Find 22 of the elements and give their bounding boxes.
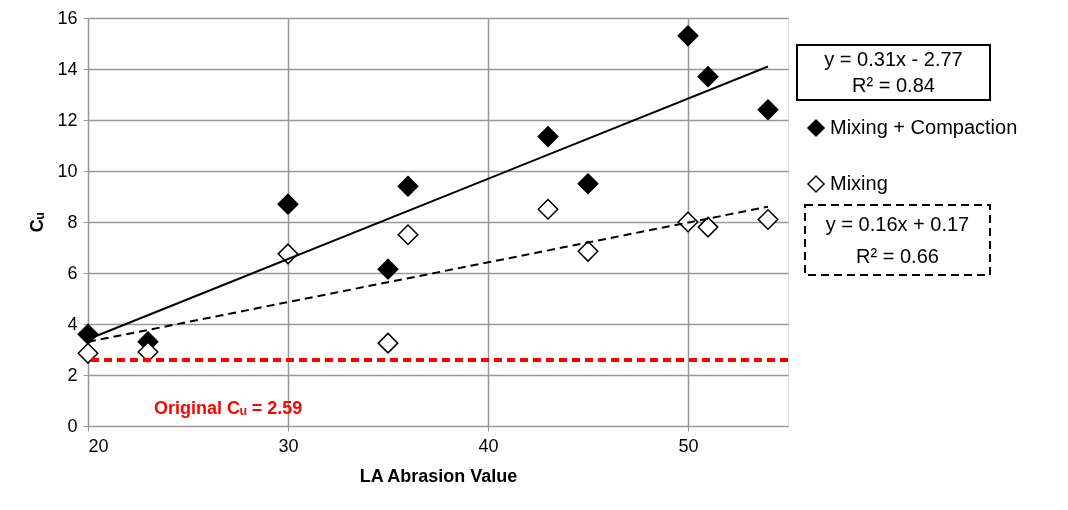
x-tick-label: 50 (678, 435, 699, 456)
text: y = 0.16x + 0.17 (825, 212, 970, 235)
x-tick-label: 20 (88, 435, 109, 456)
y-axis-title: Cᵤ (27, 212, 48, 233)
legend-label: Mixing + Compaction (830, 116, 1018, 138)
y-tick-label: 0 (67, 415, 78, 436)
y-tick-label: 2 (67, 364, 78, 385)
ref-line-label: Original Cᵤ = 2.59 (154, 397, 303, 418)
x-axis-title: LA Abrasion Value (359, 465, 518, 486)
text: R² = 0.84 (852, 73, 935, 96)
y-tick-label: 10 (57, 160, 78, 181)
x-tick-label: 30 (278, 435, 299, 456)
y-tick-label: 6 (67, 262, 78, 283)
x-tick-label: 40 (478, 435, 499, 456)
y-tick-label: 4 (67, 313, 78, 334)
y-tick-label: 16 (57, 7, 78, 28)
y-tick-label: 12 (57, 109, 78, 130)
text: R² = 0.66 (856, 244, 939, 267)
legend-label: Mixing (830, 172, 888, 194)
text: y = 0.31x - 2.77 (824, 48, 963, 71)
y-tick-label: 14 (57, 58, 78, 79)
y-tick-label: 8 (67, 211, 78, 232)
